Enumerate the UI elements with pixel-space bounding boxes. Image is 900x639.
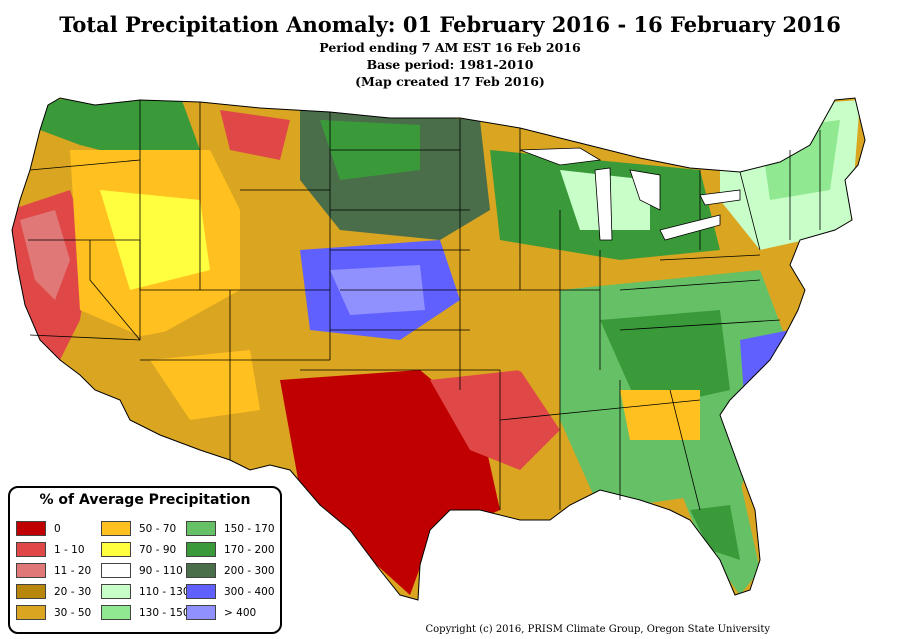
legend-swatch (101, 563, 131, 578)
legend-swatch (16, 563, 46, 578)
legend-label: 1 - 10 (54, 543, 85, 556)
legend-item: 170 - 200 (186, 539, 275, 560)
us-outline (11, 97, 866, 601)
legend-panel: % of Average Precipitation 0 1 - 10 11 -… (8, 486, 282, 634)
legend-swatch (186, 584, 216, 599)
legend-item: 1 - 10 (16, 539, 91, 560)
legend-label: 130 - 150 (139, 606, 190, 619)
great-lakes (519, 147, 741, 241)
legend-item: 0 (16, 518, 91, 539)
legend-swatch (101, 542, 131, 557)
legend-label: 110 - 130 (139, 585, 190, 598)
legend-label: 11 - 20 (54, 564, 92, 577)
precipitation-map (11, 97, 866, 601)
legend-label: 0 (54, 522, 61, 535)
legend-item: 20 - 30 (16, 581, 91, 602)
legend-swatch (16, 605, 46, 620)
legend-swatch (186, 521, 216, 536)
legend-swatch (16, 542, 46, 557)
legend-item: 11 - 20 (16, 560, 91, 581)
legend-swatch (16, 521, 46, 536)
base-period-text: Base period: 1981-2010 (366, 57, 534, 72)
legend-title: % of Average Precipitation (39, 492, 251, 508)
legend-label: 150 - 170 (224, 522, 275, 535)
legend-swatch (101, 521, 131, 536)
created-date-text: (Map created 17 Feb 2016) (355, 74, 545, 89)
legend-item: 200 - 300 (186, 560, 275, 581)
legend-column: 50 - 70 70 - 90 90 - 110 110 - 130 130 -… (101, 518, 190, 623)
legend-item: 150 - 170 (186, 518, 275, 539)
legend-label: 50 - 70 (139, 522, 177, 535)
legend-swatch (186, 605, 216, 620)
state-boundaries (28, 100, 821, 511)
legend-label: 30 - 50 (54, 606, 92, 619)
legend-item: 70 - 90 (101, 539, 190, 560)
legend-column: 0 1 - 10 11 - 20 20 - 30 30 - 50 (16, 518, 91, 623)
legend-label: > 400 (224, 606, 257, 619)
legend-label: 300 - 400 (224, 585, 275, 598)
legend-label: 20 - 30 (54, 585, 92, 598)
legend-label: 200 - 300 (224, 564, 275, 577)
period-text: Period ending 7 AM EST 16 Feb 2016 (319, 40, 581, 55)
legend-swatch (16, 584, 46, 599)
copyright-text: Copyright (c) 2016, PRISM Climate Group,… (425, 624, 771, 635)
map-title: Total Precipitation Anomaly: 01 February… (59, 12, 841, 37)
legend-swatch (186, 542, 216, 557)
legend-label: 70 - 90 (139, 543, 177, 556)
legend-swatch (101, 605, 131, 620)
anomaly-fill (12, 98, 865, 600)
legend-item: 110 - 130 (101, 581, 190, 602)
legend-swatch (101, 584, 131, 599)
legend-item: 300 - 400 (186, 581, 275, 602)
legend-label: 170 - 200 (224, 543, 275, 556)
legend-column: 150 - 170 170 - 200 200 - 300 300 - 400 … (186, 518, 275, 623)
legend-item: 130 - 150 (101, 602, 190, 623)
legend-swatch (186, 563, 216, 578)
legend-item: 50 - 70 (101, 518, 190, 539)
legend-item: 90 - 110 (101, 560, 190, 581)
legend-item: 30 - 50 (16, 602, 91, 623)
legend-item: > 400 (186, 602, 275, 623)
legend-label: 90 - 110 (139, 564, 183, 577)
